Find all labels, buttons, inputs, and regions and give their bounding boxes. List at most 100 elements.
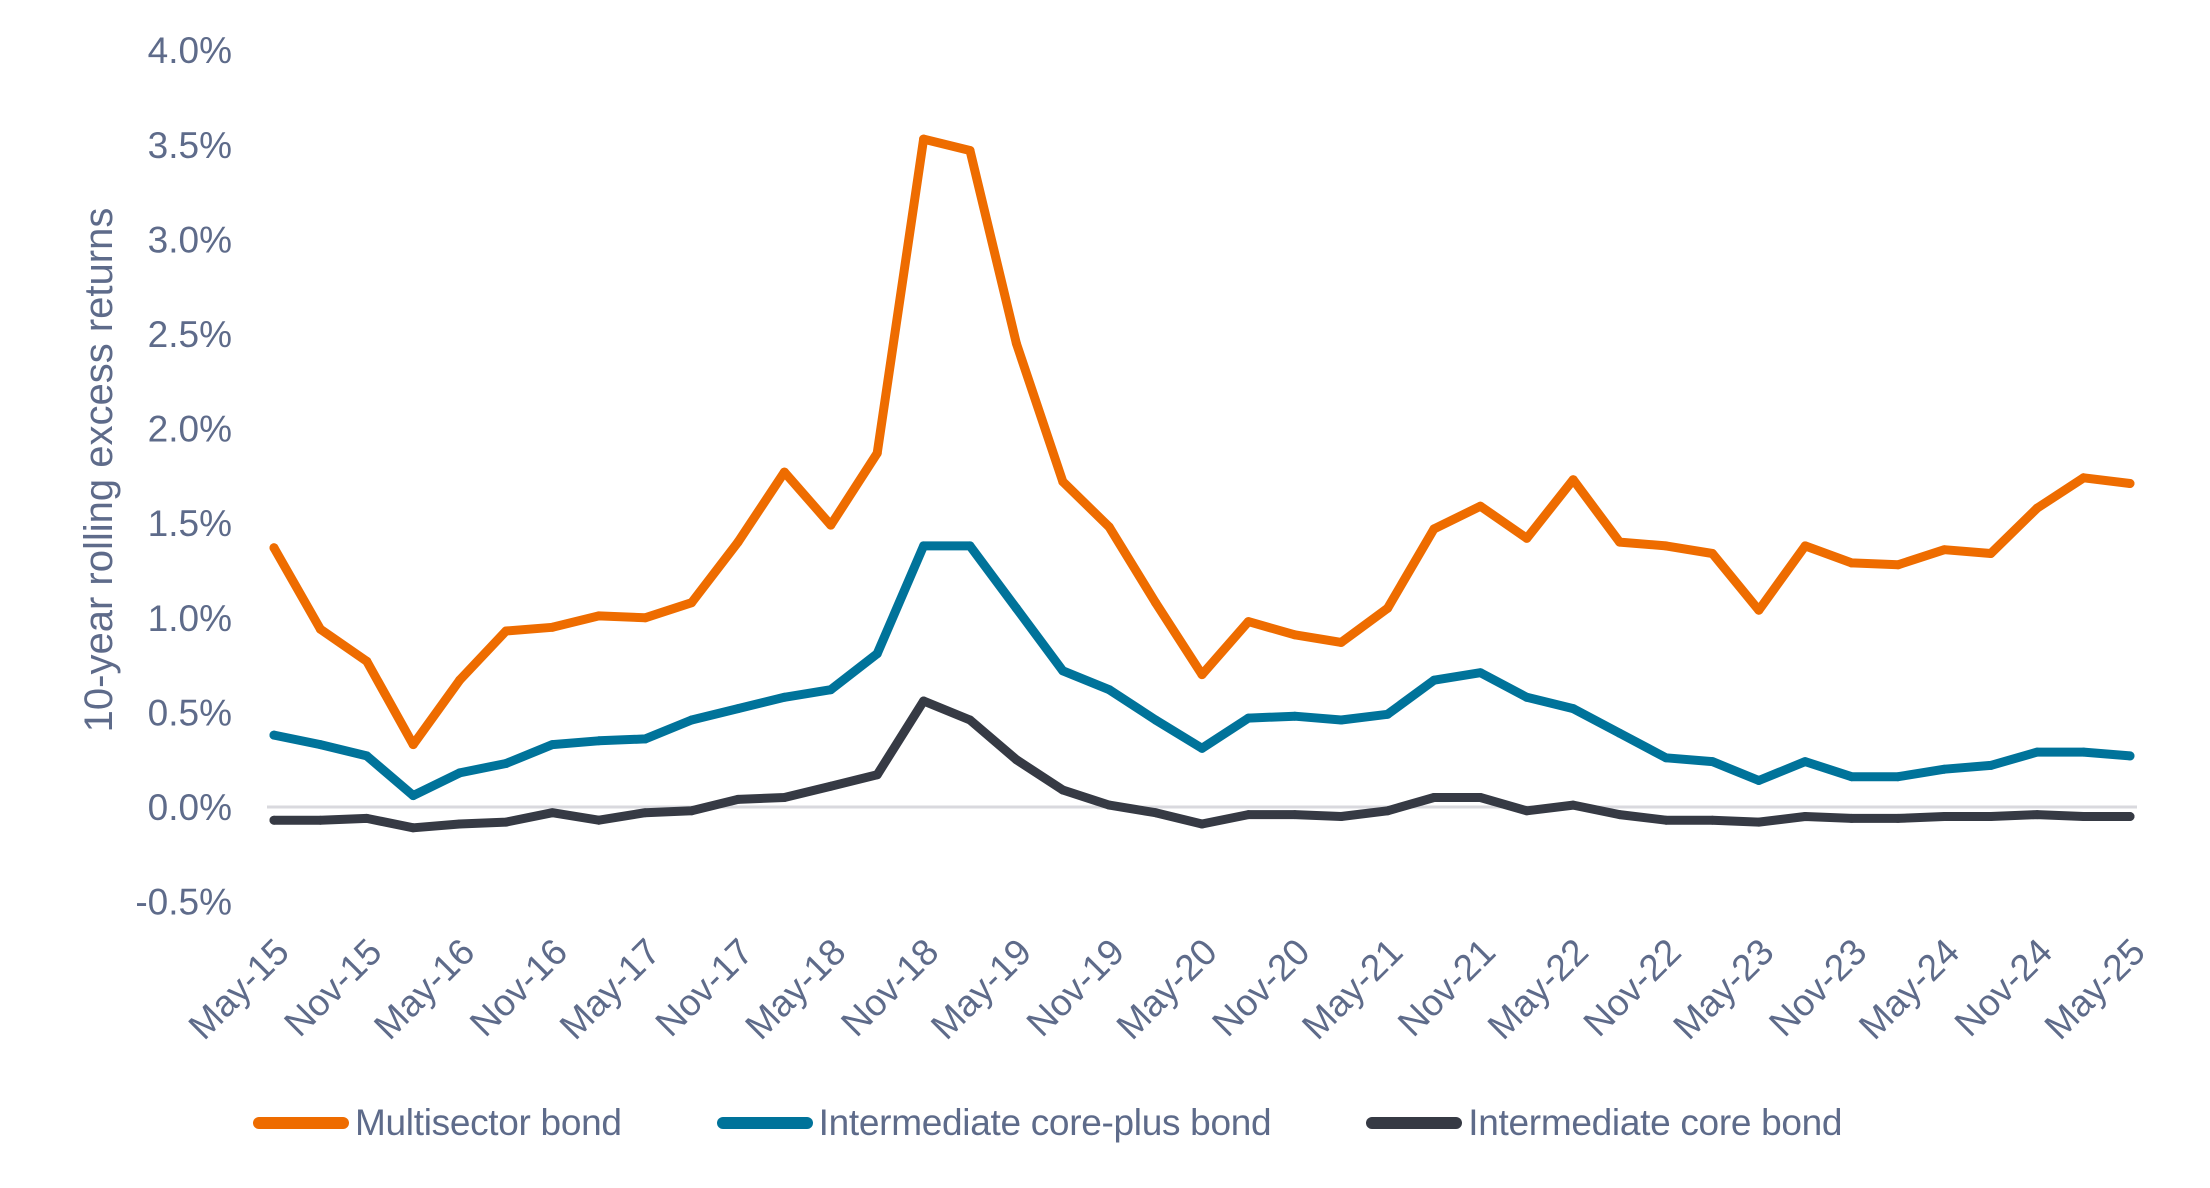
data-point: [362, 751, 372, 761]
x-tick-label: May-17: [552, 931, 668, 1047]
data-point: [1986, 760, 1996, 770]
y-axis-title: 10-year rolling excess returns: [77, 208, 121, 733]
data-point: [1847, 772, 1857, 782]
data-point: [315, 624, 325, 634]
x-tick-label: May-18: [737, 931, 853, 1047]
data-point: [826, 781, 836, 791]
data-point: [1939, 812, 1949, 821]
legend-swatch-multisector: [253, 1117, 349, 1129]
data-point: [1058, 666, 1068, 676]
data-point: [733, 537, 743, 547]
data-point: [1104, 800, 1114, 810]
data-point: [640, 613, 650, 623]
data-point: [1754, 776, 1764, 785]
x-tick-label: May-21: [1294, 931, 1410, 1047]
data-point: [1754, 605, 1764, 615]
data-point: [1661, 541, 1671, 551]
data-point: [872, 448, 882, 458]
data-point: [2125, 479, 2135, 488]
data-point: [1243, 617, 1253, 627]
data-point: [1568, 475, 1578, 485]
data-point: [547, 740, 557, 750]
data-point: [1243, 713, 1253, 723]
data-point: [547, 622, 557, 632]
data-point: [779, 467, 789, 477]
data-point: [1197, 743, 1207, 753]
data-point: [1336, 715, 1346, 725]
data-point: [1058, 477, 1068, 487]
y-tick-label: 4.0%: [148, 30, 232, 71]
data-point: [687, 715, 697, 725]
data-point: [547, 808, 557, 818]
data-point: [1011, 339, 1021, 348]
data-point: [1383, 806, 1393, 816]
x-tick-label: Nov-17: [648, 931, 761, 1044]
data-point: [501, 626, 511, 636]
data-point: [919, 541, 929, 551]
data-point: [1290, 810, 1300, 820]
data-point: [826, 520, 836, 530]
y-tick-label: 0.5%: [148, 692, 232, 733]
data-point: [1661, 815, 1671, 825]
data-point: [315, 740, 325, 750]
x-tick-label: Nov-18: [833, 931, 946, 1044]
data-point: [640, 808, 650, 818]
data-point: [965, 715, 975, 725]
data-point: [919, 696, 929, 706]
data-point: [2032, 747, 2042, 757]
data-point: [919, 134, 929, 144]
data-point: [269, 730, 279, 740]
legend-label: Intermediate core-plus bond: [818, 1102, 1272, 1143]
legend-item-multisector: Multisector bond: [253, 1102, 622, 1144]
data-point: [872, 770, 882, 780]
data-point: [455, 768, 465, 778]
data-point: [733, 794, 743, 804]
data-point: [1522, 806, 1532, 816]
data-point: [594, 815, 604, 825]
data-point: [1707, 757, 1717, 767]
legend-item-core-plus: Intermediate core-plus bond: [716, 1102, 1272, 1144]
legend-label: Intermediate core bond: [1468, 1102, 1843, 1143]
data-point: [1383, 709, 1393, 719]
legend-swatch-core: [1366, 1117, 1463, 1129]
data-point: [362, 813, 372, 823]
data-point: [408, 791, 418, 801]
data-point: [1104, 522, 1114, 532]
data-point: [965, 541, 975, 551]
data-point: [1197, 819, 1207, 829]
legend-label: Multisector bond: [355, 1102, 622, 1143]
data-point: [1151, 598, 1161, 608]
data-point: [1429, 675, 1439, 685]
x-tick-label: May-25: [2037, 931, 2153, 1047]
data-point: [1800, 541, 1810, 551]
data-point: [1475, 668, 1485, 678]
data-point: [1893, 772, 1903, 782]
data-point: [1383, 603, 1393, 613]
data-point: [501, 817, 511, 827]
data-point: [594, 736, 604, 746]
x-tick-label: May-20: [1109, 931, 1225, 1047]
data-point: [1986, 812, 1996, 821]
data-point: [1151, 808, 1161, 818]
data-point: [1615, 810, 1625, 820]
data-point: [687, 598, 697, 608]
data-point: [733, 704, 743, 714]
series-lines: [269, 134, 2135, 833]
data-point: [965, 146, 975, 155]
y-tick-label: 0.0%: [148, 787, 232, 828]
data-point: [1615, 537, 1625, 547]
data-point: [1707, 549, 1717, 558]
x-tick-label: May-22: [1480, 931, 1596, 1047]
data-point: [1336, 812, 1346, 821]
x-tick-label: Nov-24: [1947, 931, 2060, 1044]
data-point: [315, 815, 325, 825]
data-point: [1290, 711, 1300, 721]
data-point: [1290, 630, 1300, 640]
data-point: [1522, 692, 1532, 702]
data-point: [1939, 545, 1949, 555]
data-point: [1058, 785, 1068, 795]
x-tick-label: Nov-20: [1204, 931, 1317, 1044]
x-tick-label: Nov-15: [276, 931, 389, 1044]
x-tick-label: May-15: [181, 931, 297, 1047]
data-point: [501, 759, 511, 768]
